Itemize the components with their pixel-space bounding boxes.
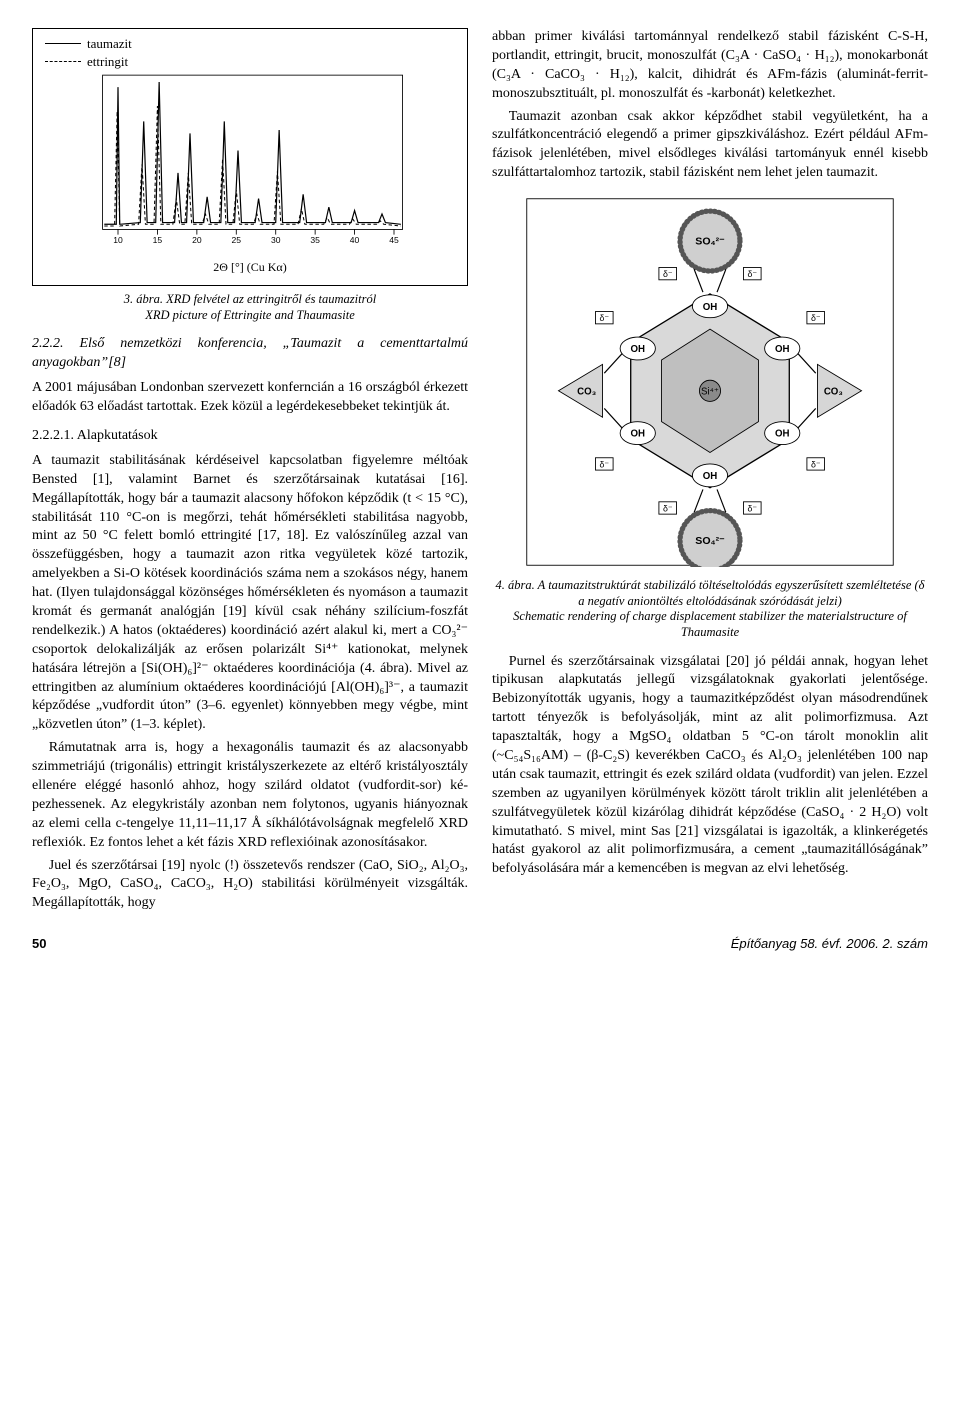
left-p3: Rámutatnak arra is, hogy a hexagonális t… bbox=[32, 739, 468, 852]
left-column: taumazit ettringit bbox=[32, 28, 468, 917]
left-p4: Juel és szerzőtársai [19] nyolc (!) össz… bbox=[32, 857, 468, 914]
oh-2: OH bbox=[775, 344, 790, 355]
fig3-caption: 3. ábra. XRD felvétel az ettringitről és… bbox=[32, 292, 468, 323]
figure-3-box: taumazit ettringit bbox=[32, 28, 468, 286]
delta-tl: δ⁻ bbox=[663, 269, 673, 279]
fig4-caption-num: 4. ábra. bbox=[496, 578, 535, 592]
fig3-caption-en: XRD picture of Ettringite and Thaumasite bbox=[145, 308, 355, 322]
oh-4: OH bbox=[703, 471, 718, 482]
trace-ettringit bbox=[104, 106, 401, 226]
oh-6: OH bbox=[630, 344, 645, 355]
fig3-axis-label: 2Θ [°] (Cu Kα) bbox=[41, 259, 459, 275]
co3-right: CO₃ bbox=[824, 386, 843, 397]
label-si: Si⁴⁺ bbox=[701, 386, 719, 397]
page-number: 50 bbox=[32, 935, 46, 953]
page-footer: 50 Építőanyag 58. évf. 2006. 2. szám bbox=[32, 935, 928, 953]
fig3-caption-num: 3. ábra. bbox=[124, 292, 163, 306]
so4-bottom: SO₄²⁻ bbox=[695, 535, 725, 547]
right-p-top: abban primer kiválási tartománnyal rende… bbox=[492, 28, 928, 104]
xtick-6: 40 bbox=[350, 235, 360, 245]
delta-tr: δ⁻ bbox=[748, 269, 758, 279]
delta-r1: δ⁻ bbox=[811, 313, 821, 323]
delta-br: δ⁻ bbox=[748, 504, 758, 514]
xtick-3: 25 bbox=[232, 235, 242, 245]
thaumasite-structure-diagram: Si⁴⁺ OH OH OH OH bbox=[492, 197, 928, 567]
so4-top: SO₄²⁻ bbox=[695, 236, 725, 248]
legend-taumazit: taumazit bbox=[87, 35, 132, 53]
oh-5: OH bbox=[630, 429, 645, 440]
delta-bl: δ⁻ bbox=[663, 504, 673, 514]
fig4-caption-en: Schematic rendering of charge displaceme… bbox=[513, 609, 907, 639]
right-p-b1: Purnel és szerzőtársainak vizsgálatai [2… bbox=[492, 653, 928, 880]
xtick-1: 15 bbox=[153, 235, 163, 245]
right-column: abban primer kiválási tartománnyal rende… bbox=[492, 28, 928, 917]
journal-ref: Építőanyag 58. évf. 2006. 2. szám bbox=[731, 935, 928, 953]
figure-4-box: Si⁴⁺ OH OH OH OH bbox=[492, 197, 928, 574]
oh-3: OH bbox=[775, 429, 790, 440]
xtick-7: 45 bbox=[389, 235, 399, 245]
trace-taumazit bbox=[104, 82, 401, 224]
xtick-5: 35 bbox=[310, 235, 320, 245]
delta-l2: δ⁻ bbox=[600, 460, 610, 470]
xtick-0: 10 bbox=[113, 235, 123, 245]
fig3-legend: taumazit ettringit bbox=[45, 35, 185, 70]
subsection-2221: 2.2.2.1. Alapkutatások bbox=[32, 427, 468, 446]
delta-r2: δ⁻ bbox=[811, 460, 821, 470]
co3-left: CO₃ bbox=[577, 386, 596, 397]
xrd-chart: 10 15 20 25 30 35 40 45 bbox=[41, 70, 459, 250]
fig3-caption-hu: XRD felvétel az ettringitről és taumazit… bbox=[166, 292, 376, 306]
left-p2: A taumazit stabilitásának kérdéseivel ka… bbox=[32, 452, 468, 735]
left-p1: A 2001 májusában Londonban szervezett ko… bbox=[32, 379, 468, 417]
fig4-caption: 4. ábra. A taumazitstruktúrát stabilizál… bbox=[492, 578, 928, 641]
right-p-top2: Taumazit azonban csak akkor képződhet st… bbox=[492, 108, 928, 184]
oh-1: OH bbox=[703, 302, 718, 313]
xtick-2: 20 bbox=[192, 235, 202, 245]
fig4-caption-hu: A taumazitstruktúrát stabilizáló töltése… bbox=[538, 578, 925, 608]
xtick-4: 30 bbox=[271, 235, 281, 245]
delta-l1: δ⁻ bbox=[600, 313, 610, 323]
legend-ettringit: ettringit bbox=[87, 53, 128, 71]
section-222-title: 2.2.2. Első nemzetközi konferencia, „Tau… bbox=[32, 335, 468, 373]
page-columns: taumazit ettringit bbox=[32, 28, 928, 917]
